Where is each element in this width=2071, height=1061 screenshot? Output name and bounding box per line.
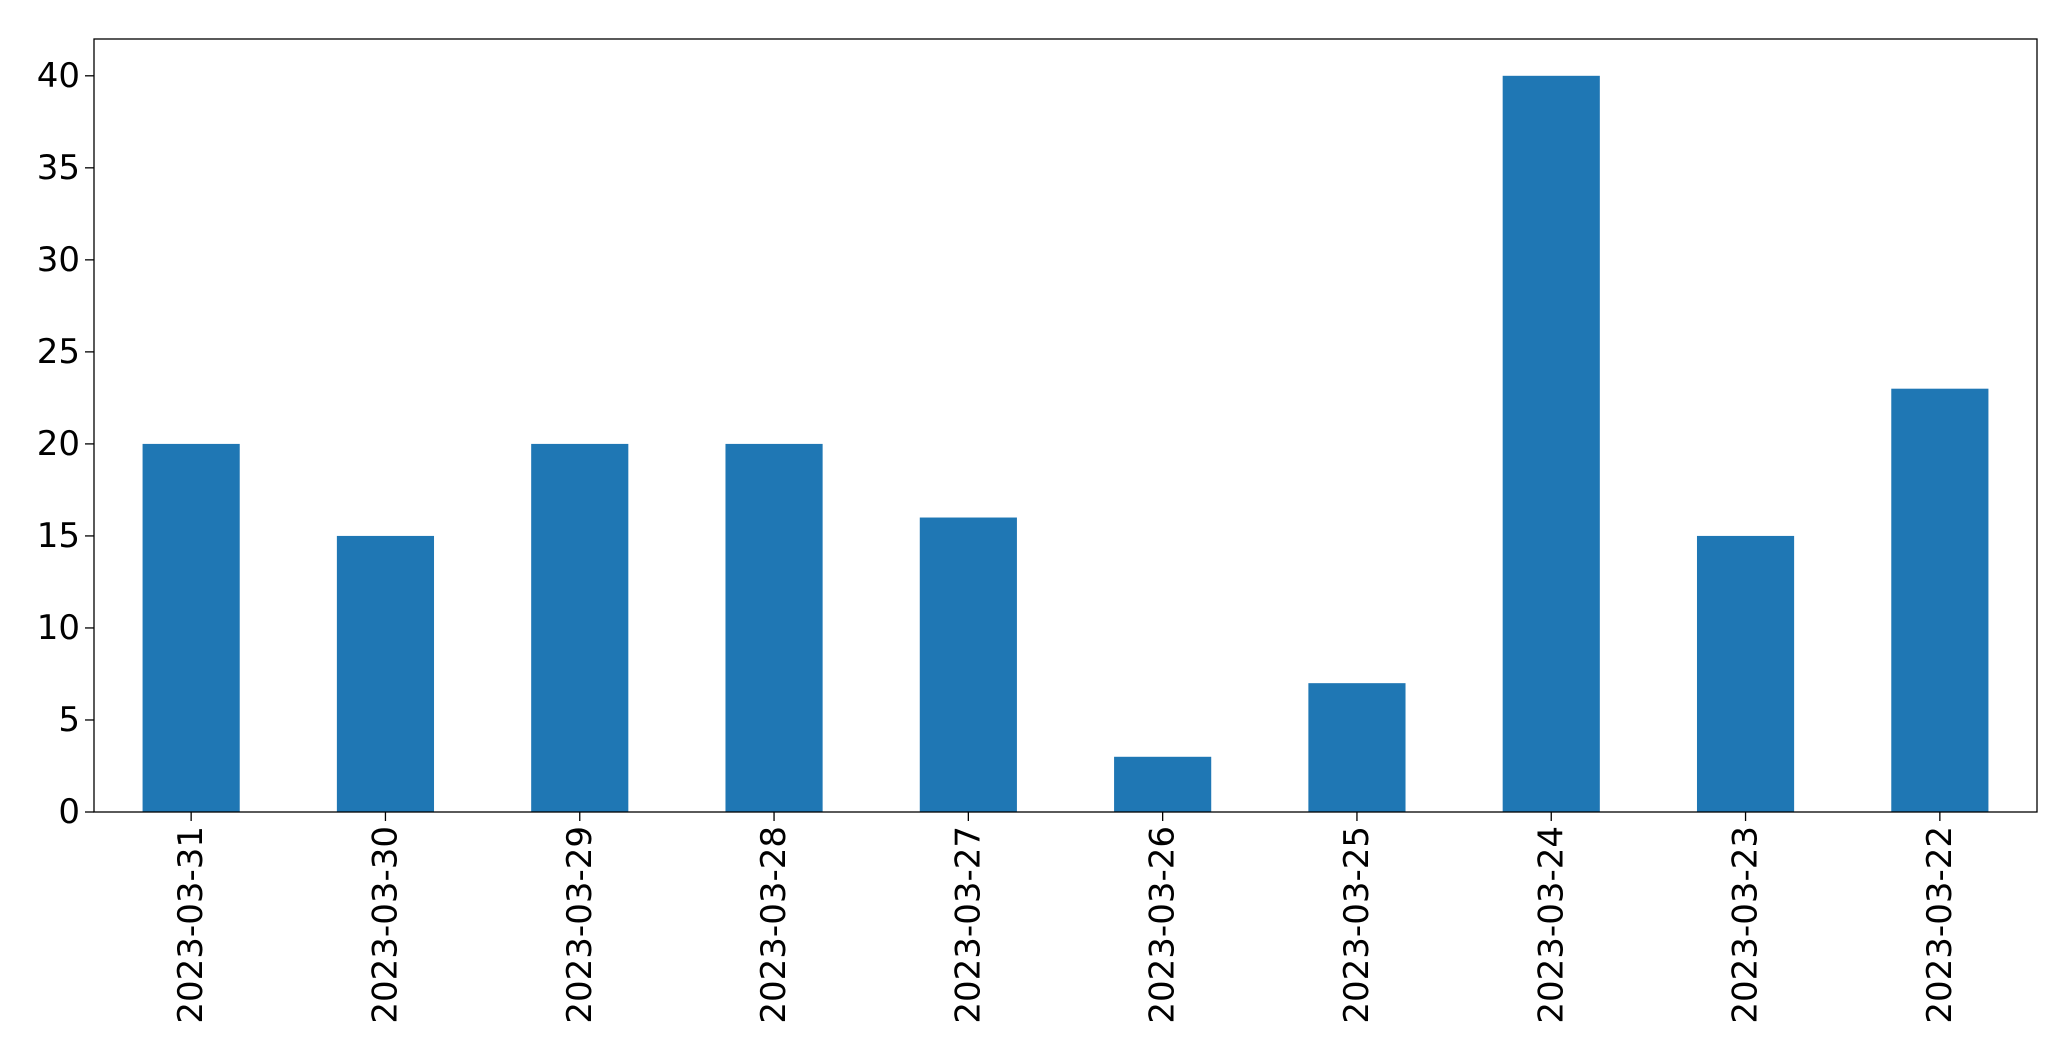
x-tick-label: 2023-03-27 bbox=[948, 826, 988, 1024]
y-tick-label: 15 bbox=[37, 516, 80, 556]
bars-layer bbox=[142, 75, 1989, 813]
x-tick-label: 2023-03-22 bbox=[1920, 826, 1960, 1024]
bar-2023-03-31 bbox=[142, 443, 240, 812]
x-axis: 2023-03-31 2023-03-30 2023-03-29 2023-03-28… bbox=[171, 812, 1960, 1024]
bar-2023-03-25 bbox=[1308, 683, 1406, 812]
y-tick-label: 5 bbox=[58, 700, 80, 740]
x-tick-label: 2023-03-25 bbox=[1337, 826, 1377, 1024]
y-tick-label: 35 bbox=[37, 148, 80, 188]
x-tick-label: 2023-03-24 bbox=[1531, 826, 1571, 1024]
y-axis: 0 5 10 15 20 25 30 35 40 bbox=[37, 56, 94, 832]
bar-2023-03-30 bbox=[336, 535, 435, 812]
bar-2023-03-27 bbox=[919, 517, 1017, 812]
x-tick-label: 2023-03-30 bbox=[365, 826, 405, 1024]
y-tick-label: 40 bbox=[37, 56, 80, 96]
bar-2023-03-24 bbox=[1502, 75, 1600, 813]
bar-2023-03-26 bbox=[1114, 756, 1212, 812]
bar-2023-03-23 bbox=[1696, 535, 1795, 812]
x-tick-label: 2023-03-29 bbox=[560, 826, 600, 1024]
y-tick-label: 20 bbox=[37, 424, 80, 464]
x-tick-label: 2023-03-23 bbox=[1726, 826, 1766, 1024]
x-tick-label: 2023-03-26 bbox=[1143, 826, 1183, 1024]
bar-2023-03-28 bbox=[725, 443, 823, 812]
bar-2023-03-22 bbox=[1891, 388, 1989, 812]
x-tick-label: 2023-03-31 bbox=[171, 826, 211, 1024]
x-tick-label: 2023-03-28 bbox=[754, 826, 794, 1024]
y-tick-label: 25 bbox=[37, 332, 80, 372]
y-tick-label: 0 bbox=[58, 792, 80, 832]
plot-frame bbox=[93, 38, 2038, 813]
y-tick-label: 10 bbox=[37, 608, 80, 648]
y-tick-label: 30 bbox=[37, 240, 80, 280]
bar-2023-03-29 bbox=[531, 443, 629, 812]
